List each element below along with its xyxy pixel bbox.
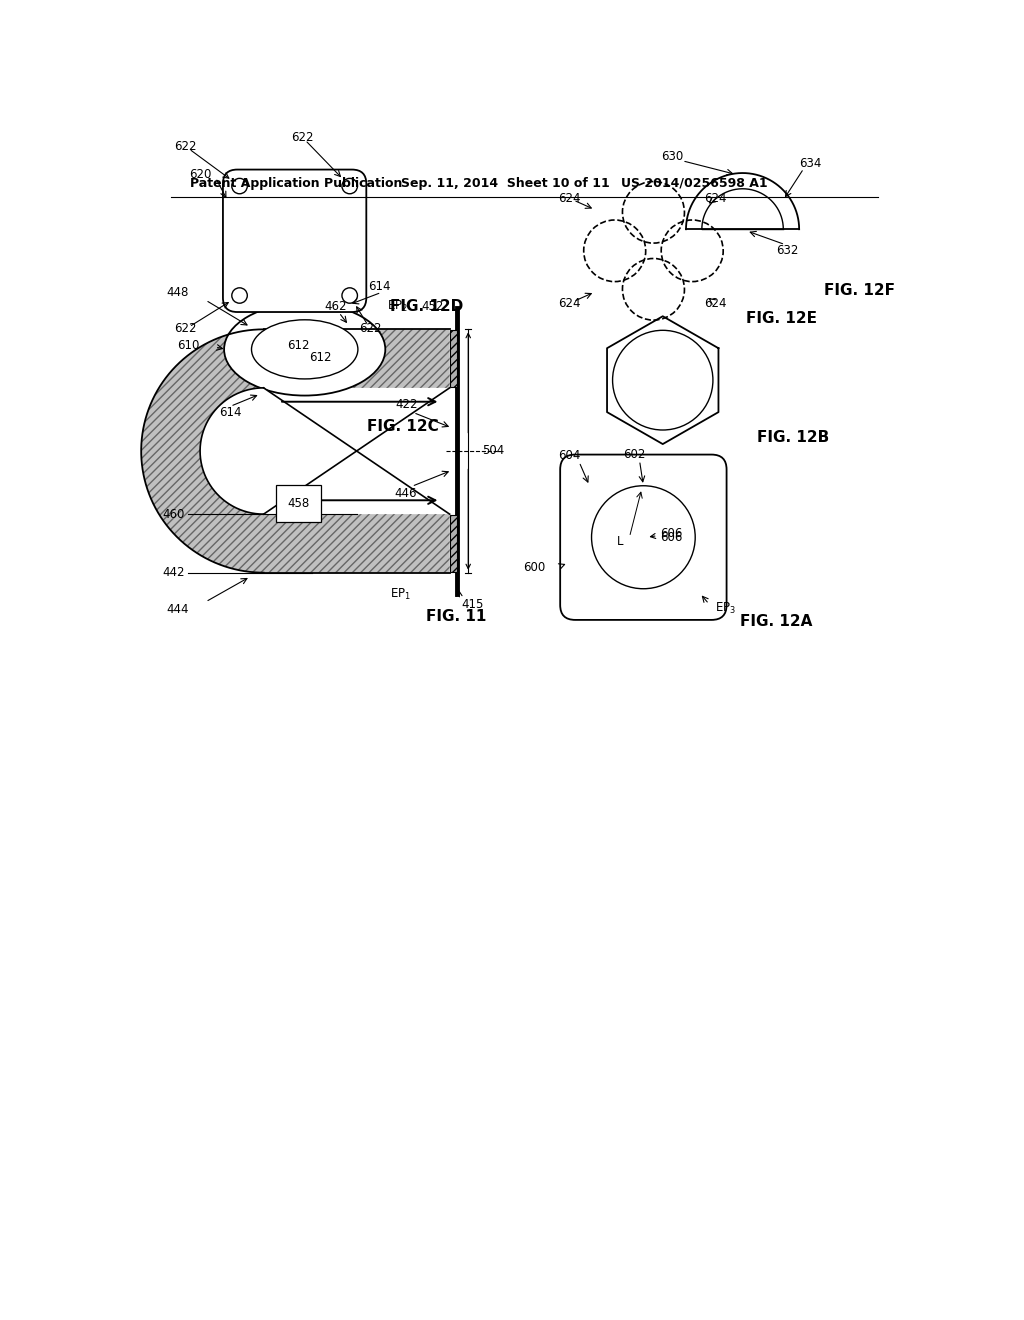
Text: 622: 622	[174, 322, 197, 335]
Text: FIG. 12F: FIG. 12F	[824, 284, 895, 298]
Text: 604: 604	[558, 449, 581, 462]
Text: 458: 458	[288, 496, 309, 510]
Text: 462: 462	[325, 300, 347, 313]
Text: 614: 614	[368, 280, 390, 293]
Text: 452: 452	[422, 300, 443, 313]
Text: FIG. 12B: FIG. 12B	[758, 429, 829, 445]
Text: 610: 610	[177, 339, 200, 352]
Polygon shape	[450, 330, 458, 387]
Text: 442: 442	[162, 566, 184, 579]
Text: 612: 612	[288, 339, 309, 352]
Text: 612: 612	[309, 351, 332, 363]
Text: 444: 444	[166, 603, 188, 616]
Text: FIG. 12C: FIG. 12C	[367, 418, 438, 434]
Text: 630: 630	[660, 149, 683, 162]
Polygon shape	[450, 515, 458, 572]
Text: 448: 448	[166, 286, 188, 298]
Text: 634: 634	[799, 157, 821, 170]
Text: 624: 624	[558, 297, 581, 310]
Text: 624: 624	[705, 191, 727, 205]
Text: EP$_3$: EP$_3$	[716, 601, 736, 616]
Text: FIG. 12D: FIG. 12D	[390, 298, 463, 314]
FancyBboxPatch shape	[223, 169, 367, 312]
Text: 624: 624	[558, 191, 581, 205]
Text: 632: 632	[776, 244, 799, 257]
Text: FIG. 12A: FIG. 12A	[740, 614, 813, 630]
Text: 624: 624	[705, 297, 727, 310]
Text: 415: 415	[461, 598, 483, 611]
Text: 460: 460	[162, 508, 184, 520]
FancyBboxPatch shape	[560, 454, 727, 620]
Text: 606: 606	[650, 527, 683, 540]
Text: 446: 446	[394, 487, 417, 500]
Text: Patent Application Publication: Patent Application Publication	[190, 177, 402, 190]
Polygon shape	[200, 388, 450, 515]
Text: 600: 600	[523, 561, 546, 574]
Text: 614: 614	[219, 407, 242, 418]
Text: L: L	[616, 535, 624, 548]
Ellipse shape	[252, 319, 358, 379]
Polygon shape	[141, 330, 450, 573]
Text: 504: 504	[482, 445, 505, 458]
Text: EP$_1$: EP$_1$	[390, 586, 412, 602]
Text: FIG. 11: FIG. 11	[426, 609, 486, 624]
Text: 622: 622	[291, 131, 313, 144]
Text: 606: 606	[660, 531, 683, 544]
Text: Sep. 11, 2014  Sheet 10 of 11: Sep. 11, 2014 Sheet 10 of 11	[400, 177, 609, 190]
Text: 622: 622	[174, 140, 197, 153]
Text: 422: 422	[395, 399, 418, 412]
Text: 622: 622	[359, 322, 381, 335]
Text: 620: 620	[188, 168, 211, 181]
Ellipse shape	[224, 304, 385, 396]
Text: 602: 602	[623, 447, 645, 461]
Text: FIG. 12E: FIG. 12E	[746, 312, 817, 326]
Text: EP$_2$: EP$_2$	[387, 298, 409, 314]
Text: US 2014/0256598 A1: US 2014/0256598 A1	[621, 177, 768, 190]
